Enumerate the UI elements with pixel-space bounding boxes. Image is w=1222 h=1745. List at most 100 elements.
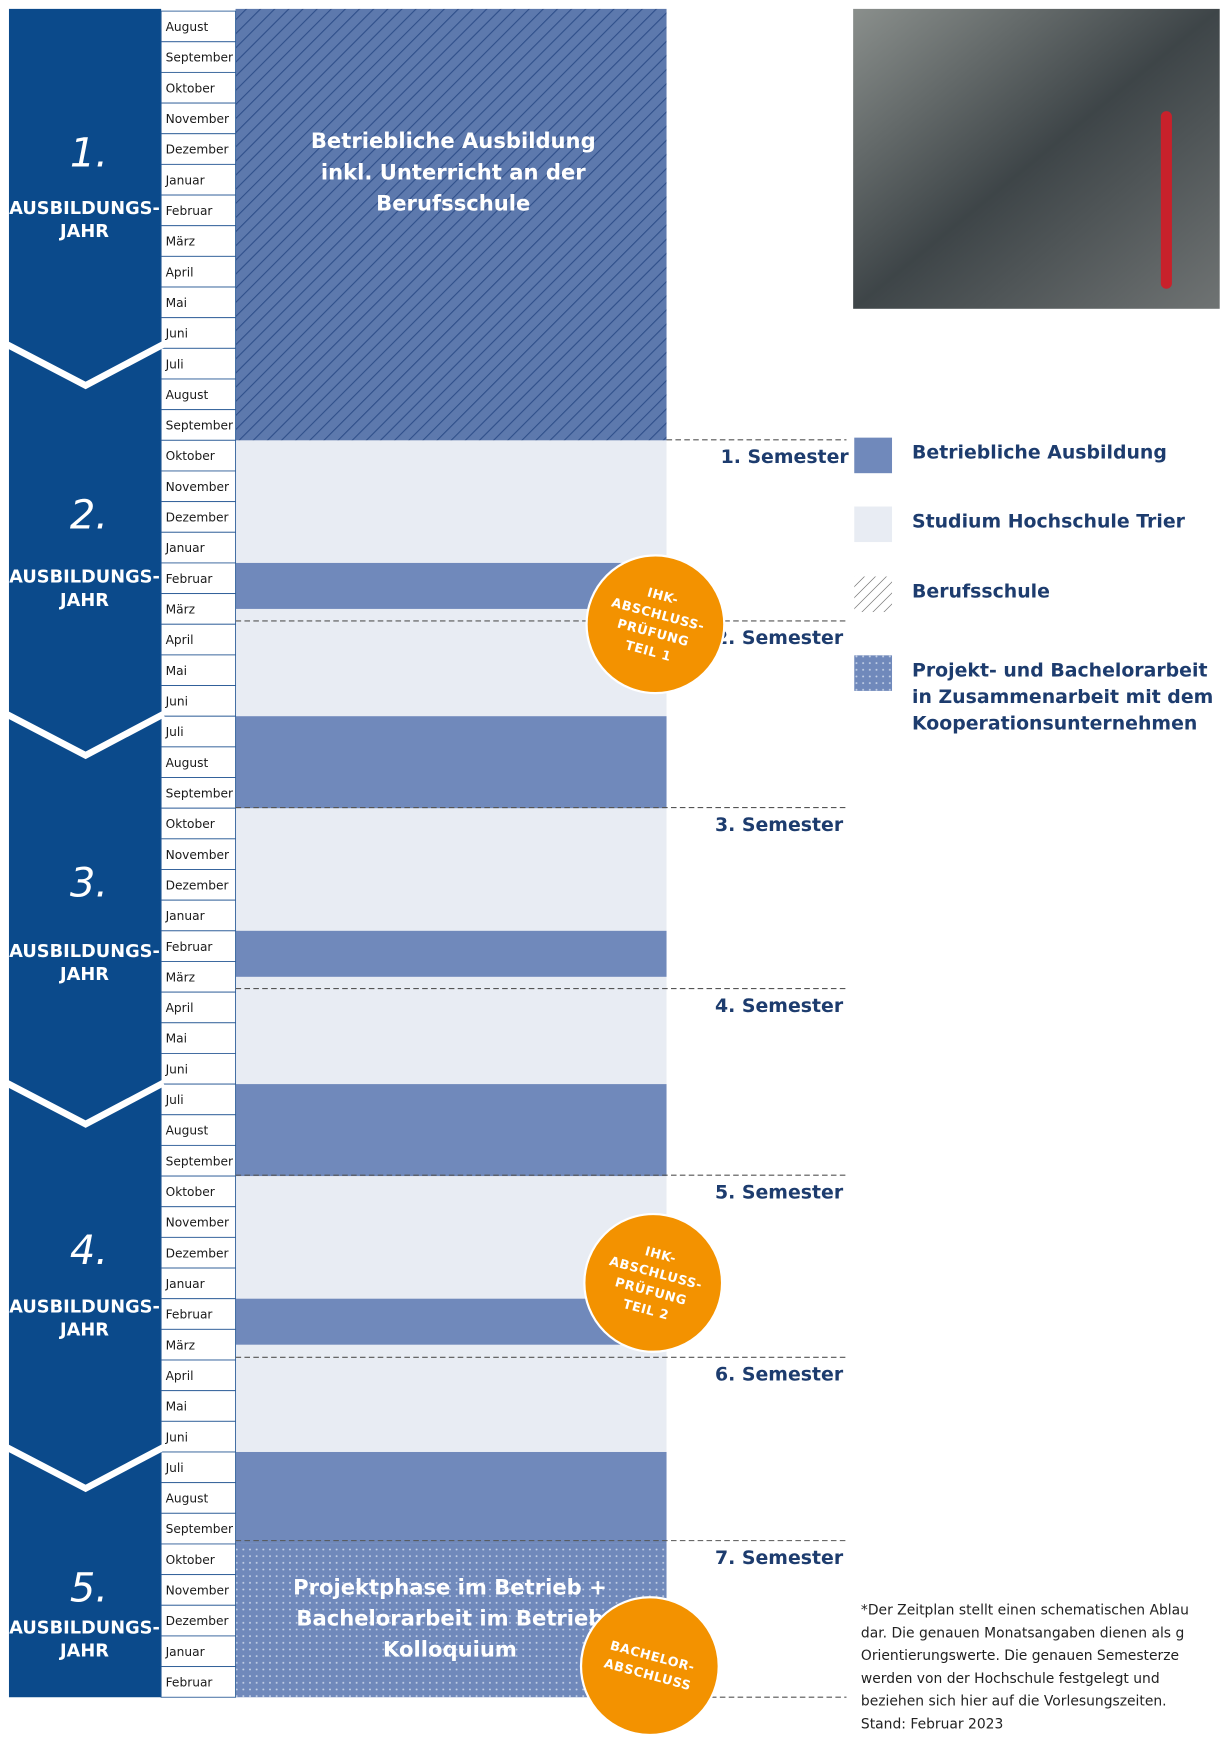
month-label: November <box>166 1216 230 1230</box>
year-label: JAHR <box>59 1642 109 1662</box>
month-label: April <box>166 1369 194 1383</box>
phase-text: Kolloquium <box>383 1637 517 1662</box>
legend-label: Betriebliche Ausbildung <box>912 442 1167 464</box>
month-label: April <box>166 265 194 279</box>
timeline-document: August September Oktober November Dezember Ja… <box>0 0 1222 1745</box>
month-label: August <box>166 756 209 770</box>
month-label: Juni <box>165 1062 188 1076</box>
phase-text: Betriebliche Ausbildung <box>311 128 596 153</box>
year-label: JAHR <box>59 1321 109 1341</box>
month-label: März <box>166 970 195 984</box>
month-label: August <box>166 388 209 402</box>
month-label: Dezember <box>166 143 230 157</box>
month-label: Dezember <box>166 1614 230 1628</box>
month-label: September <box>166 1522 234 1536</box>
footnote: werden von der Hochschule festgelegt und <box>861 1671 1160 1687</box>
year-number: 2. <box>70 493 108 539</box>
year-label: AUSBILDUNGS- <box>9 568 160 588</box>
month-label: November <box>166 112 230 126</box>
semester-label: 2. Semester <box>715 627 844 649</box>
month-label: Februar <box>166 1308 214 1322</box>
month-label: April <box>166 633 194 647</box>
month-label: Januar <box>165 909 206 923</box>
ausbildung-block <box>236 931 667 977</box>
month-label: Juni <box>165 694 188 708</box>
month-label: September <box>166 786 234 800</box>
month-label: August <box>166 1124 209 1138</box>
semester-label: 4. Semester <box>715 995 844 1017</box>
legend-label: Studium Hochschule Trier <box>912 511 1186 533</box>
year-label: JAHR <box>59 965 109 985</box>
month-label: Oktober <box>166 1185 216 1199</box>
year-number: 3. <box>70 860 108 906</box>
month-label: Dezember <box>166 1246 230 1260</box>
footnote: *Der Zeitplan stellt einen schematischen… <box>861 1603 1189 1619</box>
semester-label: 3. Semester <box>715 814 844 836</box>
phase-text: Berufsschule <box>376 190 530 215</box>
legend-swatch <box>854 655 892 691</box>
month-label: Mai <box>166 1032 187 1046</box>
month-label: Februar <box>166 204 214 218</box>
month-label: September <box>166 1154 234 1168</box>
footnote: beziehen sich hier auf die Vorlesungszei… <box>861 1694 1167 1710</box>
month-label: Februar <box>166 1676 214 1690</box>
year-label: AUSBILDUNGS- <box>9 199 160 219</box>
month-label: August <box>166 1492 209 1506</box>
month-label: November <box>166 480 230 494</box>
month-label: Januar <box>165 173 206 187</box>
month-label: Januar <box>165 1645 206 1659</box>
legend-label: Kooperationsunternehmen <box>912 713 1197 735</box>
ausbildung-block <box>236 716 667 808</box>
phase-text: Bachelorarbeit im Betrieb <box>296 1605 603 1630</box>
year-label: AUSBILDUNGS- <box>9 1618 160 1638</box>
exam-badge <box>581 1597 719 1735</box>
month-label: März <box>166 1338 195 1352</box>
year-number: 4. <box>70 1228 108 1274</box>
footnote: Orientierungswerte. Die genauen Semester… <box>861 1648 1179 1664</box>
year-column <box>9 9 161 1697</box>
legend-label: Projekt- und Bachelorarbeit <box>912 659 1207 681</box>
legend-swatch <box>854 507 892 543</box>
legend-label: Berufsschule <box>912 581 1050 603</box>
ausbildung-block <box>236 1084 667 1176</box>
legend-swatch <box>854 576 892 612</box>
month-label: November <box>166 1584 230 1598</box>
phase-text: Projektphase im Betrieb + <box>293 1574 607 1599</box>
photo-detail <box>1161 111 1172 289</box>
month-label: Juli <box>165 357 184 371</box>
month-label: Juni <box>165 327 188 341</box>
month-label: Oktober <box>166 449 216 463</box>
year-label: JAHR <box>59 222 109 242</box>
month-label: Mai <box>166 1400 187 1414</box>
month-label: März <box>166 235 195 249</box>
month-label: Januar <box>165 541 206 555</box>
semester-label: 5. Semester <box>715 1181 844 1203</box>
month-label: April <box>166 1001 194 1015</box>
phase-text: inkl. Unterricht an der <box>321 159 586 184</box>
month-label: September <box>166 51 234 65</box>
semester-label: 6. Semester <box>715 1364 844 1386</box>
ausbildung-block <box>236 1452 667 1544</box>
month-label: Juli <box>165 725 184 739</box>
month-label: Juli <box>165 1461 184 1475</box>
year-label: JAHR <box>59 591 109 611</box>
month-label: Februar <box>166 572 214 586</box>
legend-label: in Zusammenarbeit mit dem <box>912 686 1213 708</box>
year-label: AUSBILDUNGS- <box>9 1297 160 1317</box>
month-label: Mai <box>166 296 187 310</box>
semester-label: 7. Semester <box>715 1547 844 1569</box>
footnote: Stand: Februar 2023 <box>861 1716 1003 1732</box>
year-label: AUSBILDUNGS- <box>9 942 160 962</box>
month-label: Dezember <box>166 511 230 525</box>
month-label: Mai <box>166 664 187 678</box>
month-label: Juni <box>165 1430 188 1444</box>
footnote: dar. Die genauen Monatsangaben dienen al… <box>861 1625 1184 1641</box>
berufsschule-phase <box>236 9 667 440</box>
month-label: Oktober <box>166 1553 216 1567</box>
year-number: 1. <box>70 131 108 177</box>
month-label: Januar <box>165 1277 206 1291</box>
month-label: Juli <box>165 1093 184 1107</box>
month-label: Februar <box>166 940 214 954</box>
month-label: November <box>166 848 230 862</box>
year-number: 5. <box>70 1566 108 1612</box>
